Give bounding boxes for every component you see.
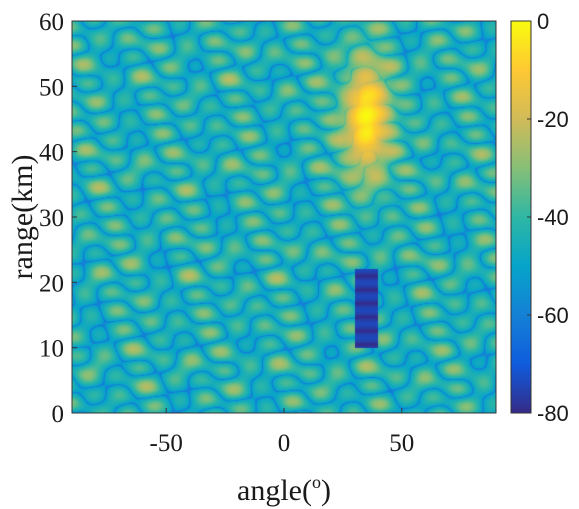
heatmap-canvas: [72, 21, 496, 413]
y-axis-ticks: 0 10 20 30 40 50 60: [39, 9, 77, 428]
y-tick-label: 30: [39, 205, 64, 232]
x-axis-ticks: -50 0 50: [150, 408, 414, 457]
x-tick-label: 0: [278, 430, 291, 457]
y-tick-label: 20: [39, 270, 64, 297]
colorbar-tick-label: -40: [537, 205, 569, 230]
x-axis-label: angle(o): [237, 472, 331, 507]
y-tick-label: 40: [39, 140, 64, 167]
y-axis-label: range(km): [6, 155, 39, 280]
colorbar-tick-label: -20: [537, 107, 569, 132]
y-tick-label: 60: [39, 9, 64, 36]
y-tick-label: 50: [39, 74, 64, 101]
colorbar-ticks: 0 -20 -40 -60 -80: [527, 9, 569, 426]
colorbar-tick-label: 0: [537, 9, 549, 34]
colorbar-tick-label: -60: [537, 303, 569, 328]
y-tick-label: 0: [52, 401, 65, 428]
y-tick-label: 10: [39, 336, 64, 363]
colorbar-tick-label: -80: [537, 401, 569, 426]
x-tick-label: 50: [389, 430, 414, 457]
x-tick-label: -50: [150, 430, 183, 457]
heatmap-plot-area: [72, 21, 496, 413]
